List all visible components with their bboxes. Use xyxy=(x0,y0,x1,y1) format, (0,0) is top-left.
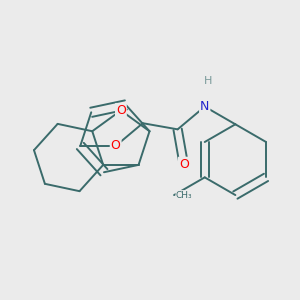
Text: O: O xyxy=(111,140,121,152)
Text: H: H xyxy=(204,76,213,86)
Text: CH₃: CH₃ xyxy=(176,190,193,200)
Text: O: O xyxy=(116,104,126,117)
Text: N: N xyxy=(200,100,209,113)
Text: O: O xyxy=(179,158,189,171)
